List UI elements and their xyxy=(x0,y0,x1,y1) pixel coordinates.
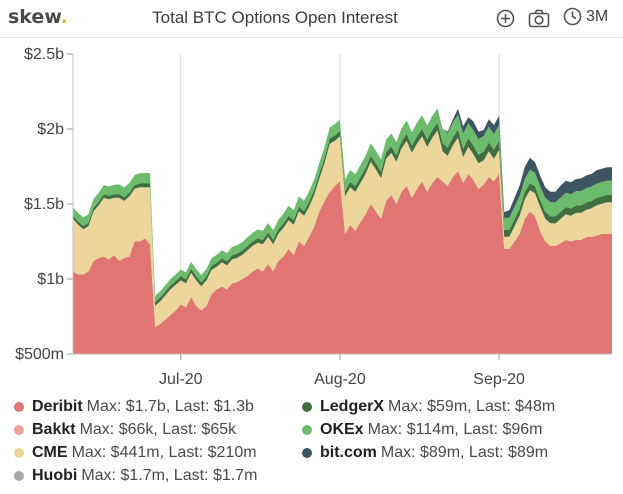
chart-legend: Deribit Max: $1.7b, Last: $1.3b LedgerX Max… xyxy=(0,392,623,494)
legend-item-okex[interactable]: OKEx Max: $114m, Last: $96m xyxy=(302,421,542,439)
legend-item-huobi[interactable]: Huobi Max: $1.7m, Last: $1.7m xyxy=(14,467,257,485)
legend-item-cme[interactable]: CME Max: $441m, Last: $210m xyxy=(14,444,257,462)
legend-series-stats: Max: $1.7b, Last: $1.3b xyxy=(86,398,254,415)
legend-series-stats: Max: $441m, Last: $210m xyxy=(71,444,257,461)
legend-swatch xyxy=(302,425,312,435)
legend-item-bakkt[interactable]: Bakkt Max: $66k, Last: $65k xyxy=(14,421,236,439)
y-tick-label: $2.5b xyxy=(24,46,64,63)
legend-series-stats: Max: $1.7m, Last: $1.7m xyxy=(81,467,258,484)
legend-series-name: bit.com xyxy=(320,444,377,461)
legend-series-stats: Max: $59m, Last: $48m xyxy=(388,398,556,415)
legend-series-name: Deribit xyxy=(32,398,83,415)
y-tick-label: $1b xyxy=(37,271,64,288)
clock-icon xyxy=(563,7,582,26)
legend-series-stats: Max: $89m, Last: $89m xyxy=(380,444,549,461)
legend-swatch xyxy=(14,448,24,458)
time-range-label: 3M xyxy=(586,7,609,25)
legend-series-name: OKEx xyxy=(320,421,364,438)
legend-series-name: Huobi xyxy=(32,467,78,484)
legend-swatch xyxy=(302,402,312,412)
legend-series-name: CME xyxy=(32,444,68,461)
chart-title: Total BTC Options Open Interest xyxy=(152,8,398,27)
legend-item-ledgerx[interactable]: LedgerX Max: $59m, Last: $48m xyxy=(302,398,555,416)
legend-item-deribit[interactable]: Deribit Max: $1.7b, Last: $1.3b xyxy=(14,398,254,416)
chart-header: skew. Total BTC Options Open Interest 3M xyxy=(0,0,623,38)
y-tick-label: $500m xyxy=(15,346,64,363)
legend-item-bit-com[interactable]: bit.com Max: $89m, Last: $89m xyxy=(302,444,548,462)
zoom-in-icon[interactable] xyxy=(496,9,515,33)
legend-series-stats: Max: $114m, Last: $96m xyxy=(367,421,543,438)
area-series-deribit xyxy=(73,171,612,354)
logo-dot: . xyxy=(60,6,68,28)
x-tick-label: Aug-20 xyxy=(314,371,366,388)
legend-swatch xyxy=(14,402,24,412)
skew-logo: skew. xyxy=(8,6,68,28)
legend-series-name: Bakkt xyxy=(32,421,76,438)
legend-swatch xyxy=(14,471,24,481)
logo-text: skew xyxy=(8,6,61,28)
legend-swatch xyxy=(14,425,24,435)
area-series-cme xyxy=(73,130,612,327)
camera-icon[interactable] xyxy=(528,9,550,33)
y-tick-label: $2b xyxy=(37,121,64,138)
legend-series-stats: Max: $66k, Last: $65k xyxy=(79,421,237,438)
area-layer xyxy=(73,108,612,354)
time-range-button[interactable]: 3M xyxy=(563,7,608,26)
legend-series-name: LedgerX xyxy=(320,398,385,415)
x-tick-label: Jul-20 xyxy=(159,371,203,388)
axis-layer: Jul-20 Aug-20 Sep-20 $500m $1b $1.5b $2b $2.5b xyxy=(15,46,612,388)
legend-swatch xyxy=(302,448,312,458)
x-tick-label: Sep-20 xyxy=(473,371,525,388)
open-interest-chart: Jul-20 Aug-20 Sep-20 $500m $1b $1.5b $2b $2.5b xyxy=(15,46,612,388)
y-tick-label: $1.5b xyxy=(24,196,64,213)
